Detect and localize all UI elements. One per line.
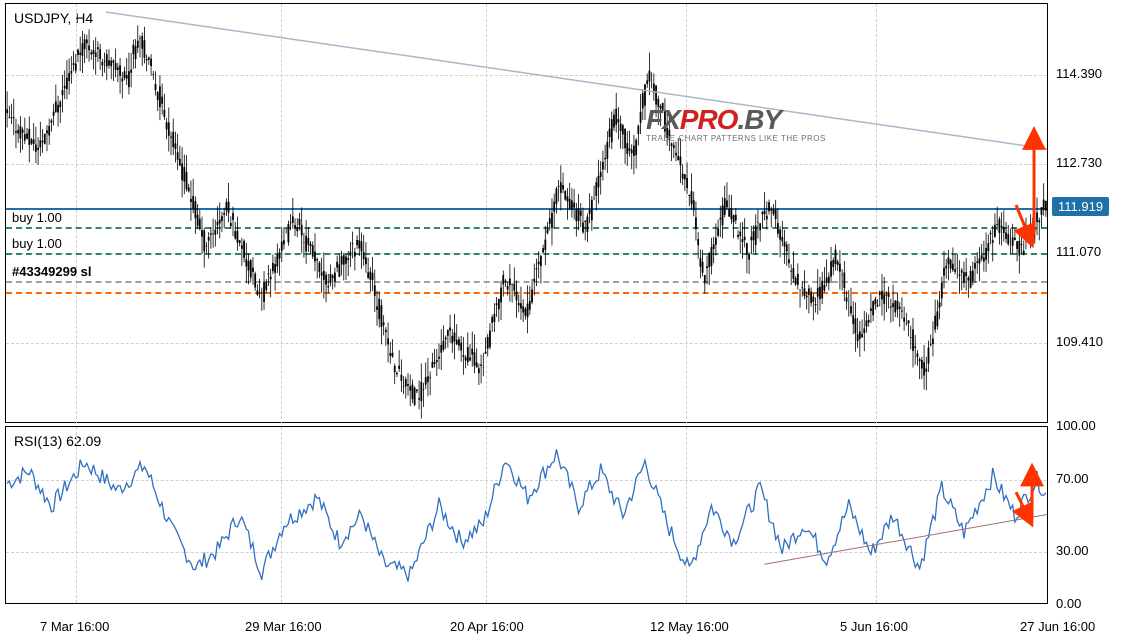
x-tick-label: 5 Jun 16:00 — [840, 619, 908, 634]
price-ytick-label: 111.070 — [1056, 244, 1101, 259]
rsi-ytick-label: 70.00 — [1056, 471, 1089, 486]
rsi-overlay — [6, 427, 1047, 603]
rsi-ytick-label: 100.00 — [1056, 418, 1096, 433]
current-price-badge: 111.919 — [1052, 197, 1109, 216]
logo-tagline: TRADE CHART PATTERNS LIKE THE PROS — [646, 134, 826, 143]
price-ytick-label: 112.730 — [1056, 155, 1102, 170]
x-tick-label: 20 Apr 16:00 — [450, 619, 524, 634]
x-tick-label: 29 Mar 16:00 — [245, 619, 322, 634]
price-overlay — [6, 4, 1047, 422]
rsi-ytick-label: 0.00 — [1056, 596, 1081, 611]
rsi-chart-panel[interactable]: RSI(13) 62.09 — [5, 426, 1048, 604]
logo-pro: PRO — [680, 104, 738, 135]
price-ytick-label: 114.390 — [1056, 66, 1102, 81]
fxpro-logo: FXPRO.BY TRADE CHART PATTERNS LIKE THE P… — [646, 104, 826, 143]
price-ytick-label: 109.410 — [1056, 334, 1103, 349]
price-chart-panel[interactable]: USDJPY, H4 buy 1.00buy 1.00#43349299 sl … — [5, 3, 1048, 423]
logo-by: .BY — [737, 104, 781, 135]
rsi-ytick-label: 30.00 — [1056, 543, 1089, 558]
x-tick-label: 12 May 16:00 — [650, 619, 729, 634]
x-tick-label: 7 Mar 16:00 — [40, 619, 109, 634]
x-tick-label: 27 Jun 16:00 — [1020, 619, 1095, 634]
logo-fx: FX — [646, 104, 680, 135]
